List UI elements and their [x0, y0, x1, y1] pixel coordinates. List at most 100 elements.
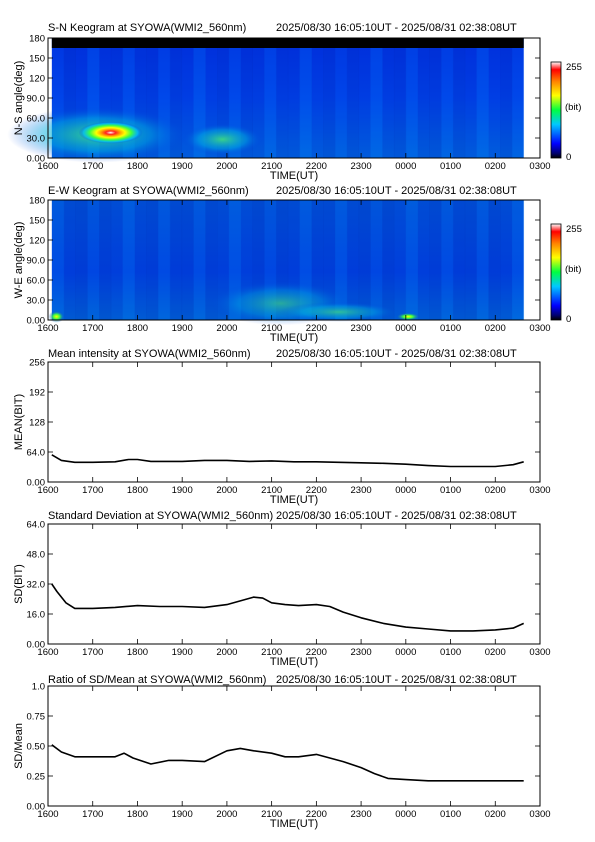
ratio-x-tick-label: 1600 — [37, 809, 58, 820]
ew-x-tick-label: 1800 — [127, 323, 148, 334]
sn-y-tick-label: 120 — [29, 74, 45, 85]
mean-x-tick-label: 0100 — [440, 485, 461, 496]
ew-heatmap-streak — [193, 200, 206, 320]
sn-heatmap-streak — [417, 38, 430, 158]
ew-heatmap-streak — [134, 200, 147, 320]
sd-y-tick-label: 64.0 — [27, 520, 46, 531]
sd-y-tick-label: 0.00 — [27, 640, 46, 651]
sd-x-tick-label: 2100 — [261, 647, 282, 658]
sd-x-tick-label: 0200 — [485, 647, 506, 658]
sn-x-tick-label: 1800 — [127, 161, 148, 172]
sn-heatmap-streak — [370, 38, 383, 158]
sn-panel: S-N Keogram at SYOWA(WMI2_560nm) 2025/08/… — [7, 22, 582, 182]
ew-x-tick-label: 0200 — [485, 323, 506, 334]
sn-glow-2 — [182, 123, 263, 156]
ew-heatmap-streak — [370, 200, 383, 320]
ew-glow-2 — [278, 302, 399, 322]
mean-x-label: TIME(UT) — [270, 494, 318, 506]
mean-x-tick-label: 2200 — [306, 485, 327, 496]
sd-x-tick-label: 1800 — [127, 647, 148, 658]
mean-y-label: MEAN(BIT) — [13, 394, 25, 450]
ew-heatmap-streak — [63, 200, 76, 320]
ratio-x-tick-label: 1900 — [172, 809, 193, 820]
mean-y-tick-label: 256 — [29, 358, 45, 369]
sn-heatmap-streak — [275, 38, 289, 158]
ew-spot — [396, 312, 421, 321]
ratio-x-tick-label: 1800 — [127, 809, 148, 820]
sn-heatmap-streak — [382, 38, 395, 158]
ew-heatmap-streak — [511, 200, 525, 320]
ew-heatmap-streak — [169, 200, 183, 320]
sn-heatmap-streak — [252, 38, 265, 158]
sd-y-tick-label: 32.0 — [27, 580, 46, 591]
ratio-x-tick-label: 2200 — [306, 809, 327, 820]
ew-heatmap-streak — [122, 200, 135, 320]
mean-y-tick-label: 192 — [29, 388, 45, 399]
sn-y-tick-label: 90.0 — [27, 94, 46, 105]
mean-y-tick-label: 64.0 — [27, 448, 46, 459]
ratio-x-tick-label: 0000 — [395, 809, 416, 820]
sn-heatmap-streak — [441, 38, 454, 158]
sd-x-tick-label: 2200 — [306, 647, 327, 658]
ew-heatmap-streak — [452, 200, 466, 320]
ratio-frame — [47, 685, 541, 807]
sn-y-tick-label: 150 — [29, 54, 45, 65]
mean-x-tick-label: 2300 — [351, 485, 372, 496]
ew-heatmap-streak — [110, 200, 124, 320]
sn-heatmap-streak — [405, 38, 419, 158]
sd-x-tick-label: 1900 — [172, 647, 193, 658]
sd-title: Standard Deviation at SYOWA(WMI2_560nm) — [48, 510, 273, 522]
sn-colorbar: 255 (bit) 0 — [550, 61, 582, 163]
ew-y-tick-label: 90.0 — [27, 256, 46, 267]
mean-x-tick-label: 1900 — [172, 485, 193, 496]
ew-y-label: W-E angle(deg) — [13, 222, 25, 299]
sn-x-tick-label: 2200 — [306, 161, 327, 172]
ew-time-range: 2025/08/30 16:05:10UT - 2025/08/31 02:38… — [276, 185, 517, 197]
sn-x-tick-label: 0200 — [485, 161, 506, 172]
ew-y-tick-label: 0.00 — [27, 316, 46, 327]
sn-heatmap-streak — [476, 38, 489, 158]
ew-colorbar-unit: (bit) — [565, 264, 581, 275]
sn-colorbar-top: 255 — [566, 62, 582, 73]
sn-heatmap-streak — [181, 38, 194, 158]
sd-x-tick-label: 0300 — [529, 647, 550, 658]
mean-y-tick-label: 128 — [29, 418, 45, 429]
ratio-x-tick-label: 2300 — [351, 809, 372, 820]
ew-x-tick-label: 1600 — [37, 323, 58, 334]
sn-x-tick-label: 2100 — [261, 161, 282, 172]
sn-heatmap-streak — [464, 38, 478, 158]
sd-x-tick-label: 2300 — [351, 647, 372, 658]
ratio-x-tick-label: 0100 — [440, 809, 461, 820]
sn-x-tick-label: 0000 — [395, 161, 416, 172]
sd-y-label: SD(BIT) — [13, 564, 25, 604]
sn-colorbar-bottom: 0 — [566, 152, 571, 163]
mean-x-tick-label: 0200 — [485, 485, 506, 496]
ew-x-label: TIME(UT) — [270, 332, 318, 344]
sn-heatmap-streak — [511, 38, 525, 158]
ratio-y-tick-label: 1.0 — [32, 682, 45, 693]
ratio-y-tick-label: 0.50 — [27, 742, 46, 753]
ew-colorbar-top: 255 — [566, 224, 582, 235]
mean-x-tick-label: 1800 — [127, 485, 148, 496]
ew-heatmap-streak — [393, 200, 407, 320]
ew-heatmap-streak — [75, 200, 88, 320]
ratio-y-tick-label: 0.25 — [27, 772, 46, 783]
sd-x-tick-label: 1600 — [37, 647, 58, 658]
mean-x-tick-label: 0300 — [529, 485, 550, 496]
ratio-time-range: 2025/08/30 16:05:10UT - 2025/08/31 02:38… — [276, 674, 517, 686]
sn-x-tick-label: 1900 — [172, 161, 193, 172]
ew-heatmap-streak — [358, 200, 371, 320]
ew-x-tick-label: 2000 — [216, 323, 237, 334]
ratio-y-label: SD/Mean — [13, 723, 25, 769]
mean-x-tick-label: 1700 — [82, 485, 103, 496]
sn-heatmap-streak — [334, 38, 348, 158]
ew-heatmap-streak — [205, 200, 218, 320]
sd-panel: Standard Deviation at SYOWA(WMI2_560nm) 2… — [13, 510, 551, 668]
mean-x-tick-label: 1600 — [37, 485, 58, 496]
sd-x-label: TIME(UT) — [270, 656, 318, 668]
ew-heatmap-streak — [500, 200, 513, 320]
sn-x-tick-label: 1700 — [82, 161, 103, 172]
ew-x-tick-label: 1900 — [172, 323, 193, 334]
sn-heatmap-streak — [287, 38, 301, 158]
ratio-x-label: TIME(UT) — [270, 818, 318, 830]
